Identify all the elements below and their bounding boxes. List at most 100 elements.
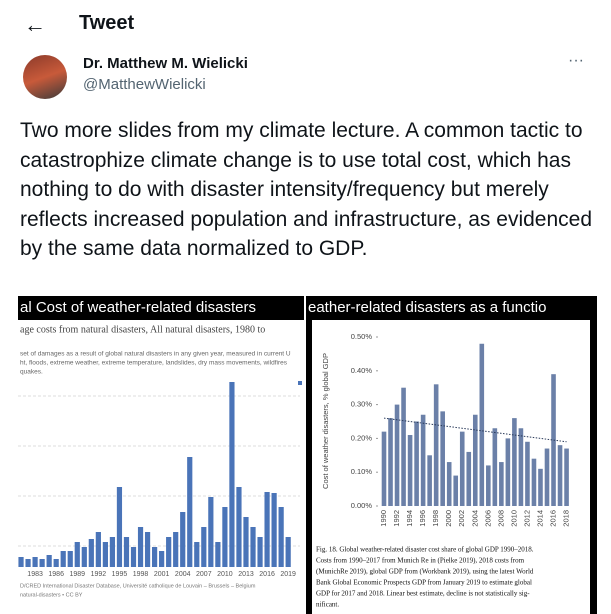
bar: [433, 384, 439, 506]
bar: [39, 559, 45, 567]
bar: [229, 382, 235, 567]
back-button[interactable]: ←: [24, 12, 46, 37]
y-tick-label: 0.00%: [351, 501, 373, 510]
bar: [479, 343, 485, 506]
more-button[interactable]: ···: [568, 52, 584, 69]
bar: [159, 551, 165, 567]
bar: [538, 468, 543, 506]
bar: [53, 559, 59, 567]
x-tick-label: 1998: [133, 571, 149, 578]
legend-swatch: [298, 381, 302, 385]
bar: [222, 507, 228, 567]
x-tick-label: 2004: [175, 571, 191, 578]
bar: [271, 493, 277, 567]
bar: [512, 418, 517, 506]
chart-source: D/CRED International Disaster Database, …: [20, 583, 256, 589]
chart-subtitle: age costs from natural disasters, All na…: [20, 324, 265, 335]
bar: [67, 551, 73, 567]
caption-line: (MunichRe 2019), global GDP from (Workba…: [316, 568, 534, 576]
bar: [505, 438, 511, 506]
bar: [180, 512, 186, 567]
bar: [201, 527, 207, 567]
bar: [81, 547, 87, 567]
x-tick-label: 2014: [535, 510, 544, 527]
bar: [486, 465, 491, 506]
x-tick-label: 2004: [470, 510, 479, 527]
x-tick-label: 2012: [522, 510, 531, 527]
x-tick-label: 2010: [509, 510, 518, 527]
chart-description: quakes.: [20, 369, 43, 376]
bar: [18, 557, 24, 567]
x-tick-label: 2013: [238, 571, 254, 578]
author-name[interactable]: Dr. Matthew M. Wielicki: [83, 55, 248, 72]
bar: [285, 537, 291, 567]
x-tick-label: 2018: [562, 510, 571, 527]
avatar[interactable]: [23, 55, 67, 99]
x-tick-label: 2002: [457, 510, 466, 527]
bar: [250, 527, 256, 567]
bar: [264, 492, 270, 567]
bar: [557, 445, 563, 506]
caption-line: nificant.: [316, 601, 339, 609]
bar: [278, 507, 284, 567]
bar: [518, 428, 524, 506]
x-tick-label: 1996: [418, 510, 427, 527]
y-axis-label: Cost of weather disasters, % global GDP: [321, 353, 330, 489]
x-tick-label: 2010: [217, 571, 233, 578]
y-tick-label: 0.40%: [351, 366, 373, 375]
bar: [472, 414, 478, 506]
author-handle[interactable]: @MatthewWielicki: [83, 76, 206, 93]
bar: [46, 555, 52, 567]
x-tick-label: 2006: [483, 510, 492, 527]
bar: [137, 527, 144, 567]
y-tick-label: 0.30%: [351, 400, 373, 409]
chart-description: ht, floods, extreme weather, extreme tem…: [20, 360, 288, 367]
chart-title: eather-related disasters as a functio: [308, 299, 546, 316]
x-tick-label: 2001: [154, 571, 170, 578]
bar: [401, 387, 406, 506]
bar: [394, 404, 400, 506]
y-tick-label: 0.50%: [351, 332, 373, 341]
page-title: Tweet: [79, 12, 135, 34]
bar: [381, 431, 387, 506]
bar: [88, 539, 94, 567]
bar: [25, 559, 31, 567]
bar: [427, 455, 432, 506]
x-tick-label: 1983: [27, 571, 43, 578]
bar: [109, 537, 116, 567]
bar: [123, 537, 130, 567]
bar: [492, 428, 498, 506]
bar: [60, 551, 66, 567]
bar: [440, 411, 445, 506]
bar: [544, 448, 550, 506]
bar: [236, 487, 242, 567]
caption-line: Costs from 1990–2017 from Munich Re in (…: [316, 557, 525, 565]
bar: [453, 475, 459, 506]
x-tick-label: 1992: [91, 571, 107, 578]
bar: [166, 537, 172, 567]
bar: [551, 374, 556, 506]
x-tick-label: 1990: [379, 510, 388, 527]
bar: [446, 462, 452, 506]
bar: [208, 497, 214, 567]
tweet-text: Two more slides from my climate lecture.…: [20, 119, 593, 260]
bar: [243, 517, 249, 567]
x-tick-label: 1998: [431, 510, 440, 527]
chart-source: natural-disasters • CC BY: [20, 592, 83, 598]
x-tick-label: 1994: [405, 510, 414, 527]
chart-description: set of damages as a result of global nat…: [20, 351, 291, 358]
image-left[interactable]: al Cost of weather-related disasters age …: [18, 296, 304, 614]
x-tick-label: 2016: [259, 571, 275, 578]
bar: [420, 414, 426, 506]
image-right[interactable]: eather-related disasters as a functio 0.0…: [306, 296, 597, 614]
x-tick-label: 1995: [112, 571, 128, 578]
bar: [173, 532, 179, 567]
bar: [525, 441, 530, 506]
bar: [499, 462, 504, 506]
x-tick-label: 1992: [392, 510, 401, 527]
bar: [32, 557, 38, 567]
x-tick-label: 1986: [48, 571, 64, 578]
caption-line: Bank Global Economic Prospects GDP from …: [316, 579, 532, 587]
x-tick-label: 2019: [280, 571, 296, 578]
bar: [95, 532, 101, 567]
